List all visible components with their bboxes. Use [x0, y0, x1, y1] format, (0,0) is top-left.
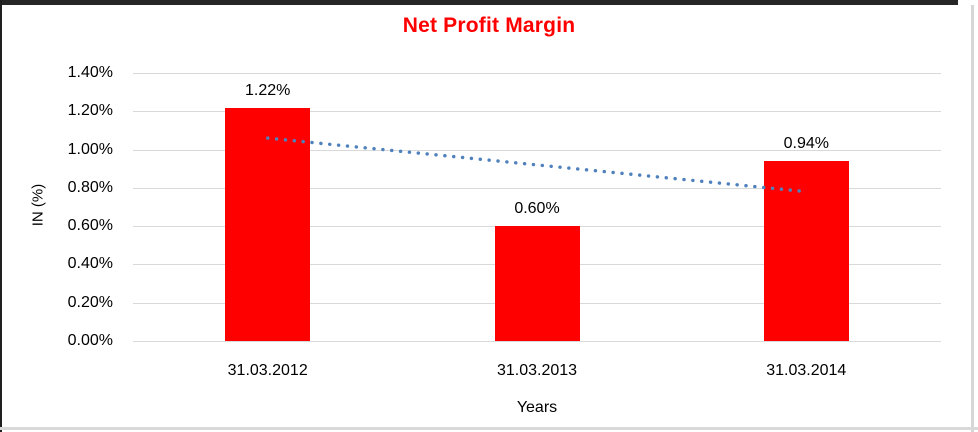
- gridline: [133, 187, 941, 189]
- frame-border-right: [971, 5, 974, 432]
- x-axis-tick-label: 31.03.2014: [766, 362, 847, 379]
- chart-title: Net Profit Margin: [402, 14, 576, 37]
- gridline: [133, 149, 941, 151]
- data-label: 1.22%: [245, 81, 291, 99]
- y-axis-tick-label: 1.00%: [67, 140, 113, 158]
- gridline: [133, 111, 941, 113]
- x-axis-tick-label: 31.03.2013: [496, 362, 578, 379]
- y-axis-tick-label: 0.60%: [67, 217, 113, 235]
- y-axis-tick-label: 0.00%: [67, 332, 113, 349]
- gridline: [133, 341, 941, 342]
- x-axis-tick-label: 31.03.2012: [227, 362, 308, 379]
- plot-area: [133, 73, 941, 342]
- bar-31.03.2014: [763, 161, 849, 341]
- gridline: [133, 73, 941, 74]
- frame-border-bottom: [0, 427, 978, 430]
- frame-border-top: [0, 0, 958, 5]
- frame-border-left: [0, 0, 2, 432]
- y-axis-tick-label: 1.20%: [67, 102, 113, 120]
- bar-31.03.2012: [225, 107, 311, 341]
- trendline: [265, 136, 808, 194]
- y-axis-tick-label: 0.20%: [67, 293, 113, 311]
- x-axis-title: Years: [516, 399, 558, 416]
- bar-31.03.2013: [494, 226, 580, 341]
- y-axis-tick-label: 1.40%: [67, 64, 113, 81]
- y-axis-tick-label: 0.80%: [67, 178, 113, 196]
- data-label: 0.94%: [783, 135, 829, 153]
- y-axis-tick-label: 0.40%: [67, 255, 113, 273]
- data-label: 0.60%: [514, 200, 560, 218]
